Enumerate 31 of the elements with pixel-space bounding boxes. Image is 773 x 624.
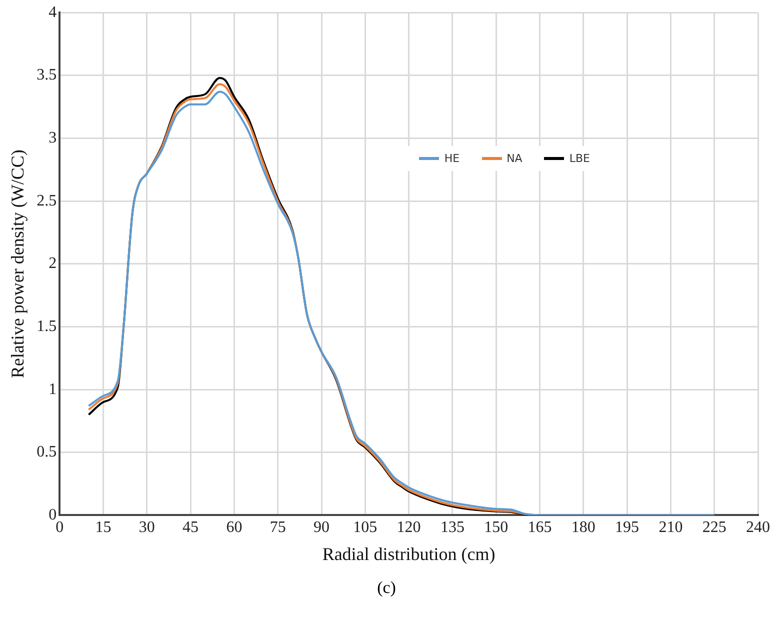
y-tick-label: 3 [48,129,57,146]
x-tick-label: 90 [314,519,330,536]
y-tick-label: 3.5 [36,66,57,84]
x-tick-label: 180 [571,519,596,536]
x-tick-label: 30 [138,519,155,536]
x-tick-label: 165 [528,519,552,536]
x-tick-label: 120 [396,519,421,536]
y-tick-label: 2 [48,255,57,272]
x-tick-label: 210 [658,519,683,536]
x-tick-label: 225 [702,519,726,536]
legend-label: LBE [568,152,590,165]
x-tick-label: 240 [746,519,770,536]
x-tick-label: 45 [182,519,199,536]
x-tick-label: 195 [615,519,640,536]
x-tick-label: 150 [484,519,508,536]
y-tick-label: 4 [48,4,57,21]
y-tick-label: 0 [48,506,57,524]
y-axis-title: Relative power density (W/CC) [8,150,28,378]
text: (c) [376,578,397,598]
x-tick-label: 135 [440,519,464,536]
x-axis-title: Radial distribution (cm) [322,544,496,564]
y-tick-label: 1.5 [36,318,57,335]
x-tick-label: 60 [226,519,242,536]
legend-label: NA [506,152,522,165]
y-tick-label: 0.5 [36,444,57,461]
legend-label: HE [443,152,460,165]
x-tick-label: 105 [353,519,378,536]
x-tick-label: 15 [95,519,112,536]
y-tick-label: 1 [48,380,57,398]
y-tick-label: 2.5 [36,192,57,210]
x-tick-label: 75 [270,519,286,536]
